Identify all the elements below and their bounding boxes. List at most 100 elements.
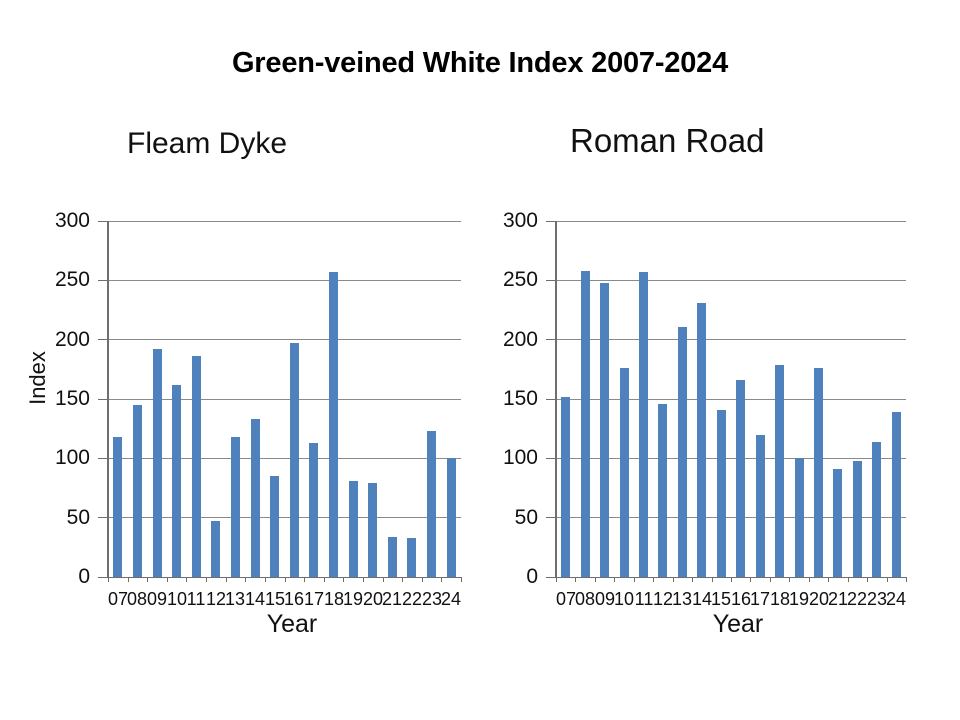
x-tick-label: 17 bbox=[303, 589, 325, 609]
y-tick-mark bbox=[98, 221, 108, 222]
gridline bbox=[108, 221, 461, 222]
x-tick-label: 12 bbox=[205, 589, 227, 609]
gridline bbox=[108, 339, 461, 340]
x-tick-label: 07 bbox=[107, 589, 129, 609]
y-tick-label: 50 bbox=[514, 506, 538, 529]
x-tick-label: 12 bbox=[652, 589, 674, 609]
bar-21 bbox=[833, 469, 842, 577]
x-tick-label: 11 bbox=[634, 589, 654, 609]
x-tick-mark bbox=[556, 577, 557, 582]
x-tick-label: 18 bbox=[323, 589, 345, 609]
x-tick-label: 16 bbox=[730, 589, 752, 609]
x-tick-mark bbox=[789, 577, 790, 582]
bar-07 bbox=[113, 437, 122, 577]
y-tick-mark bbox=[98, 517, 108, 518]
x-tick-label: 18 bbox=[769, 589, 791, 609]
x-tick-label: 10 bbox=[166, 589, 188, 609]
x-tick-mark bbox=[634, 577, 635, 582]
x-tick-mark bbox=[809, 577, 810, 582]
y-tick-mark bbox=[98, 280, 108, 281]
gridline bbox=[556, 339, 906, 340]
bar-23 bbox=[427, 431, 436, 577]
y-tick-label: 200 bbox=[502, 328, 538, 351]
y-tick-label: 150 bbox=[502, 387, 538, 410]
x-tick-label: 07 bbox=[555, 589, 577, 609]
x-tick-mark bbox=[828, 577, 829, 582]
x-tick-label: 24 bbox=[885, 589, 907, 609]
x-tick-mark bbox=[595, 577, 596, 582]
x-tick-mark bbox=[402, 577, 403, 582]
x-tick-mark bbox=[343, 577, 344, 582]
bar-14 bbox=[251, 419, 260, 577]
x-tick-label: 22 bbox=[401, 589, 423, 609]
gridline bbox=[108, 517, 461, 518]
bar-24 bbox=[447, 458, 456, 577]
gridline bbox=[556, 280, 906, 281]
bar-09 bbox=[600, 283, 609, 577]
bar-12 bbox=[211, 521, 220, 577]
x-tick-mark bbox=[653, 577, 654, 582]
y-tick-mark bbox=[98, 577, 108, 578]
x-axis-title-year-left: Year bbox=[266, 610, 318, 638]
bar-17 bbox=[309, 443, 318, 577]
gridline bbox=[108, 399, 461, 400]
bar-22 bbox=[853, 461, 862, 577]
y-tick-label: 0 bbox=[78, 565, 90, 588]
bar-19 bbox=[795, 458, 804, 577]
x-tick-label: 24 bbox=[440, 589, 462, 609]
bar-15 bbox=[717, 410, 726, 577]
x-tick-label: 08 bbox=[574, 589, 596, 609]
x-tick-mark bbox=[108, 577, 109, 582]
y-tick-label: 200 bbox=[54, 328, 90, 351]
x-tick-label: 13 bbox=[671, 589, 693, 609]
x-tick-mark bbox=[206, 577, 207, 582]
gridline bbox=[108, 280, 461, 281]
bar-12 bbox=[658, 404, 667, 577]
y-tick-label: 150 bbox=[54, 387, 90, 410]
bar-16 bbox=[736, 380, 745, 577]
x-tick-mark bbox=[363, 577, 364, 582]
x-tick-mark bbox=[265, 577, 266, 582]
y-tick-mark bbox=[546, 517, 556, 518]
y-tick-mark bbox=[546, 458, 556, 459]
y-tick-label: 0 bbox=[526, 565, 538, 588]
gridline bbox=[556, 399, 906, 400]
bar-22 bbox=[407, 538, 416, 577]
bar-10 bbox=[172, 385, 181, 577]
x-tick-mark bbox=[887, 577, 888, 582]
bar-17 bbox=[756, 435, 765, 577]
y-tick-mark bbox=[98, 458, 108, 459]
gridline bbox=[556, 458, 906, 459]
x-tick-label: 19 bbox=[342, 589, 364, 609]
x-tick-mark bbox=[285, 577, 286, 582]
x-tick-mark bbox=[226, 577, 227, 582]
bar-18 bbox=[775, 365, 784, 577]
bar-08 bbox=[581, 271, 590, 577]
x-axis-title-year-right: Year bbox=[712, 610, 764, 638]
x-tick-label: 16 bbox=[283, 589, 305, 609]
y-tick-mark bbox=[546, 221, 556, 222]
x-tick-mark bbox=[441, 577, 442, 582]
y-tick-label: 250 bbox=[502, 268, 538, 291]
x-tick-label: 23 bbox=[421, 589, 443, 609]
x-tick-label: 20 bbox=[808, 589, 830, 609]
x-tick-mark bbox=[848, 577, 849, 582]
x-tick-label: 15 bbox=[710, 589, 732, 609]
bar-21 bbox=[388, 537, 397, 577]
chart-title-roman-road: Roman Road bbox=[570, 122, 765, 159]
y-axis-line bbox=[555, 221, 557, 578]
y-tick-mark bbox=[98, 399, 108, 400]
y-tick-label: 300 bbox=[502, 209, 538, 232]
x-tick-mark bbox=[692, 577, 693, 582]
x-tick-mark bbox=[575, 577, 576, 582]
bar-23 bbox=[872, 442, 881, 577]
x-tick-mark bbox=[167, 577, 168, 582]
x-tick-label: 10 bbox=[613, 589, 635, 609]
gridline bbox=[556, 221, 906, 222]
x-tick-mark bbox=[324, 577, 325, 582]
bar-14 bbox=[697, 303, 706, 577]
x-tick-mark bbox=[304, 577, 305, 582]
x-tick-mark bbox=[614, 577, 615, 582]
bar-20 bbox=[368, 483, 377, 577]
